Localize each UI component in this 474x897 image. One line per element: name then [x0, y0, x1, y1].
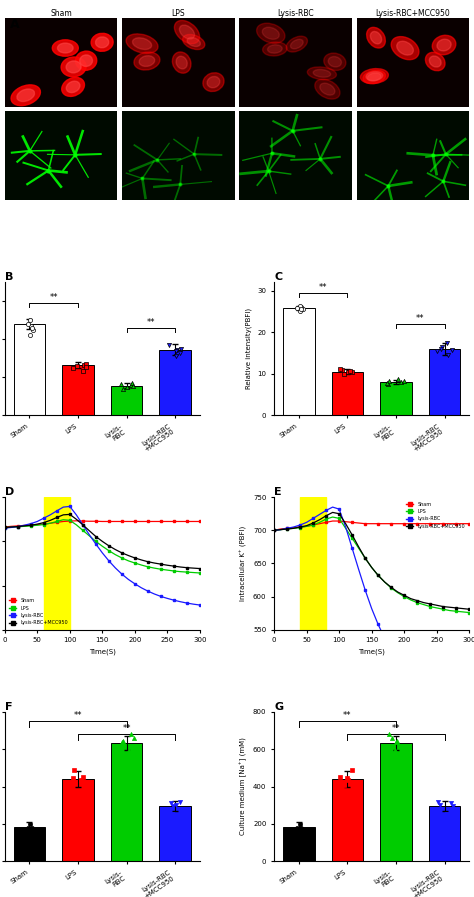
- Ellipse shape: [57, 43, 73, 53]
- Title: Lysis-RBC+MCC950: Lysis-RBC+MCC950: [375, 9, 450, 18]
- Y-axis label: PBFI: PBFI: [0, 145, 2, 166]
- Bar: [111, 743, 142, 861]
- Ellipse shape: [176, 57, 187, 69]
- Text: B: B: [5, 273, 13, 283]
- Text: C: C: [274, 273, 282, 283]
- Title: Sham: Sham: [50, 9, 72, 18]
- Ellipse shape: [313, 69, 331, 77]
- Bar: [429, 806, 460, 861]
- Text: **: **: [74, 710, 82, 719]
- Text: E: E: [274, 487, 282, 497]
- Text: **: **: [122, 724, 131, 733]
- Text: **: **: [416, 314, 425, 323]
- Ellipse shape: [80, 55, 92, 66]
- Bar: [380, 743, 412, 861]
- Ellipse shape: [291, 39, 303, 48]
- Legend: Sham, LPS, Lysis-RBC, Lysis-RBC+MCC950: Sham, LPS, Lysis-RBC, Lysis-RBC+MCC950: [404, 500, 467, 531]
- Ellipse shape: [286, 36, 308, 52]
- Bar: [332, 779, 363, 861]
- Ellipse shape: [91, 33, 113, 51]
- Ellipse shape: [397, 41, 413, 55]
- Ellipse shape: [66, 61, 81, 73]
- Ellipse shape: [263, 42, 287, 56]
- Ellipse shape: [134, 52, 160, 70]
- Ellipse shape: [367, 73, 381, 81]
- Bar: [62, 779, 94, 861]
- Ellipse shape: [315, 79, 340, 100]
- Title: LPS: LPS: [172, 9, 185, 18]
- Ellipse shape: [203, 73, 224, 91]
- Bar: [111, 386, 142, 415]
- Ellipse shape: [52, 39, 78, 57]
- Ellipse shape: [363, 70, 385, 83]
- Ellipse shape: [307, 67, 337, 80]
- Text: **: **: [146, 318, 155, 327]
- Ellipse shape: [360, 68, 388, 83]
- Text: **: **: [343, 710, 352, 719]
- Text: **: **: [49, 293, 58, 302]
- Ellipse shape: [370, 31, 382, 44]
- Ellipse shape: [429, 56, 441, 67]
- Text: **: **: [392, 724, 400, 733]
- Text: F: F: [5, 701, 12, 712]
- Bar: [62, 365, 94, 415]
- Ellipse shape: [366, 27, 385, 48]
- Bar: [429, 349, 460, 415]
- Y-axis label: Relative intensity(PBFI): Relative intensity(PBFI): [246, 309, 252, 389]
- Bar: [14, 324, 45, 415]
- Ellipse shape: [174, 21, 200, 44]
- Ellipse shape: [173, 52, 191, 74]
- Ellipse shape: [11, 85, 40, 106]
- Bar: [159, 806, 191, 861]
- Bar: [159, 350, 191, 415]
- Bar: [283, 827, 315, 861]
- Ellipse shape: [66, 81, 80, 92]
- Ellipse shape: [180, 25, 194, 39]
- Ellipse shape: [62, 77, 84, 96]
- Ellipse shape: [187, 38, 201, 47]
- Ellipse shape: [17, 89, 35, 101]
- Ellipse shape: [126, 34, 158, 53]
- Title: Lysis-RBC: Lysis-RBC: [277, 9, 314, 18]
- Ellipse shape: [256, 23, 285, 43]
- Ellipse shape: [61, 57, 86, 77]
- Ellipse shape: [391, 37, 419, 60]
- Bar: [332, 371, 363, 415]
- Ellipse shape: [139, 56, 155, 66]
- Legend: Sham, LPS, Lysis-RBC, Lysis-RBC+MCC950: Sham, LPS, Lysis-RBC, Lysis-RBC+MCC950: [7, 597, 70, 627]
- Text: G: G: [274, 701, 283, 712]
- Ellipse shape: [366, 72, 383, 81]
- Bar: [44, 497, 70, 630]
- Ellipse shape: [320, 83, 335, 95]
- Text: A: A: [9, 18, 19, 30]
- Ellipse shape: [182, 34, 205, 49]
- Y-axis label: SBFI: SBFI: [0, 52, 2, 74]
- Ellipse shape: [324, 53, 346, 71]
- Bar: [14, 827, 45, 861]
- Ellipse shape: [432, 35, 456, 55]
- Ellipse shape: [75, 51, 97, 70]
- Ellipse shape: [262, 27, 279, 39]
- Bar: [300, 497, 326, 630]
- Ellipse shape: [437, 39, 451, 51]
- Y-axis label: Intracellular K⁺ (PBFI): Intracellular K⁺ (PBFI): [240, 526, 247, 601]
- Ellipse shape: [328, 57, 341, 67]
- Text: **: **: [319, 283, 328, 292]
- Text: D: D: [5, 487, 14, 497]
- Bar: [380, 382, 412, 415]
- Bar: [283, 309, 315, 415]
- Y-axis label: Culture medium [Na⁺] (mM): Culture medium [Na⁺] (mM): [240, 737, 247, 835]
- X-axis label: Time(S): Time(S): [89, 649, 116, 656]
- X-axis label: Time(S): Time(S): [358, 649, 385, 656]
- Ellipse shape: [426, 52, 445, 71]
- Ellipse shape: [267, 45, 282, 53]
- Ellipse shape: [133, 38, 152, 49]
- Ellipse shape: [207, 76, 220, 88]
- Ellipse shape: [96, 37, 109, 48]
